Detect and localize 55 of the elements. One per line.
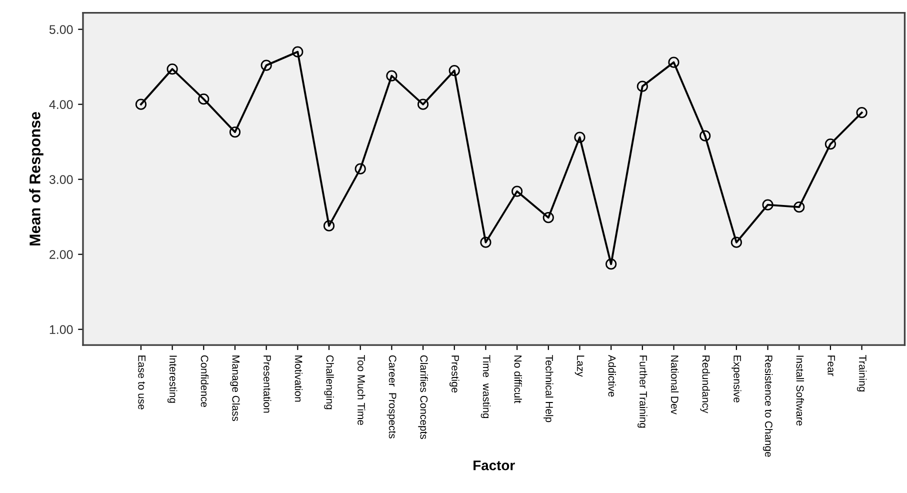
point (135, 98, 147, 110)
x-tick-label: Expensive (732, 356, 742, 402)
point (386, 70, 398, 82)
x-tick-label: Interesting (167, 356, 178, 403)
x-tick-label: Prestige (450, 356, 460, 393)
x-tick-label: Ease to use (138, 356, 146, 410)
point (448, 65, 460, 76)
point (794, 202, 805, 213)
point (668, 56, 680, 68)
x-tick-label: Confidence (200, 355, 209, 408)
point (856, 107, 868, 118)
point (700, 130, 711, 142)
x-tick-label: Technical Help (544, 355, 554, 422)
y-tick-label: 3.00 (49, 175, 73, 184)
point (636, 80, 648, 92)
point (166, 64, 178, 75)
x-tick-label: No difficult (514, 356, 522, 404)
x-tick-label: Further Training (638, 356, 648, 428)
y-tick-label: 1.00 (50, 325, 73, 334)
point (260, 60, 272, 71)
point (574, 132, 586, 143)
x-tick-label: Install Software (796, 356, 804, 426)
x-tick-label: Career Prospects (386, 355, 396, 438)
x-tick-label: Challenging (324, 355, 334, 410)
point (198, 94, 210, 105)
point (292, 46, 304, 58)
x-tick-label: Addictive (608, 354, 616, 397)
point (606, 258, 617, 270)
x-tick-label: Time wasting (480, 355, 491, 418)
point (511, 186, 523, 197)
x-axis-title: Factor (474, 460, 515, 470)
y-tick-label: 5.00 (49, 25, 73, 34)
point (824, 138, 836, 150)
point (542, 212, 554, 224)
point (354, 163, 366, 174)
point (323, 220, 335, 232)
x-tick-label: Resistence to Change (762, 356, 773, 457)
y-axis-title: Mean of Response (29, 112, 44, 246)
x-tick-label: Motivation (294, 356, 303, 402)
x-tick-label: Manage Class (230, 356, 240, 422)
y-tick-label: 2.00 (50, 250, 73, 259)
y-tick-label: 4.00 (49, 100, 73, 109)
x-tick-label: National Dev (670, 356, 679, 414)
point (417, 98, 429, 110)
x-tick-label: Lazy (574, 356, 584, 377)
point (730, 236, 742, 248)
x-tick-label: Too Much Time (358, 355, 366, 425)
x-tick-label: Presentation (264, 356, 272, 413)
x-tick-label: Fear (828, 356, 835, 376)
x-tick-label: Training (856, 355, 867, 392)
x-tick-label: Clarifies Concepts (418, 355, 428, 439)
point (762, 199, 774, 210)
x-tick-label: Redundancy (700, 356, 710, 414)
point (229, 126, 241, 138)
point (480, 236, 492, 248)
